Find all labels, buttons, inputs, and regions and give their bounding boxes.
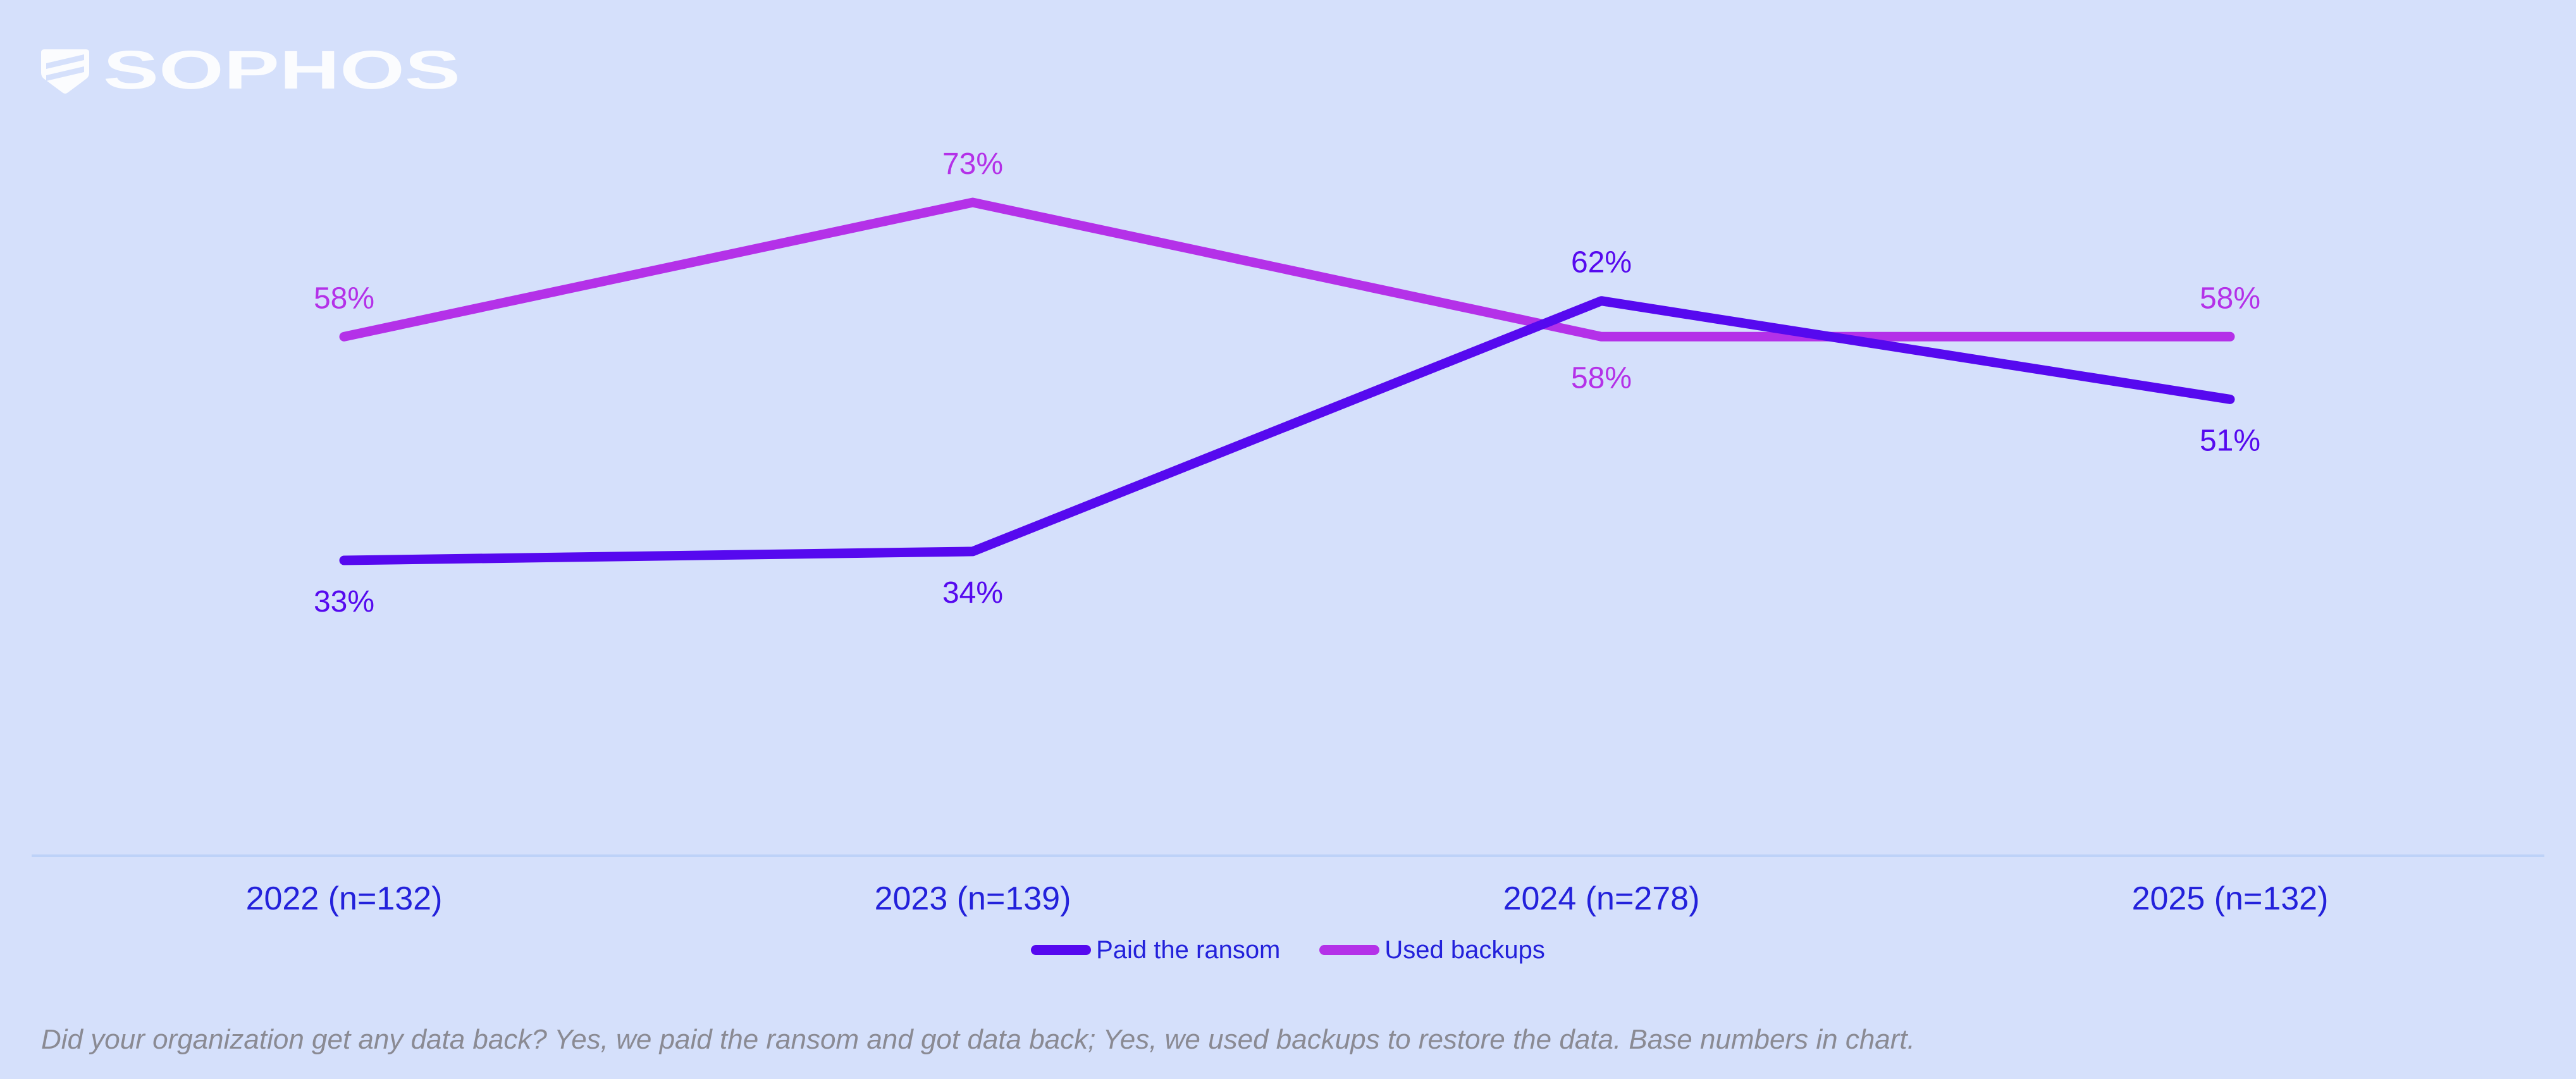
legend-label-used-backups: Used backups: [1384, 936, 1545, 964]
data-label-used-backups-2022: 58%: [314, 281, 374, 315]
chart-legend: Paid the ransom Used backups: [0, 937, 2576, 963]
legend-item-used-backups: Used backups: [1319, 936, 1545, 964]
data-label-paid-the-ransom-2024: 62%: [1571, 246, 1632, 280]
x-axis-label-2022: 2022 (n=132): [246, 880, 443, 917]
data-label-used-backups-2024: 58%: [1571, 361, 1632, 395]
sophos-wordmark: SOPHOS: [103, 48, 460, 99]
data-label-paid-the-ransom-2023: 34%: [942, 576, 1003, 610]
legend-swatch-used-backups: [1319, 945, 1380, 955]
x-axis-label-2024: 2024 (n=278): [1503, 880, 1700, 917]
legend-swatch-paid-the-ransom: [1031, 945, 1092, 955]
sophos-logo: SOPHOS: [41, 48, 460, 99]
x-axis-label-2025: 2025 (n=132): [2132, 880, 2329, 917]
series-line-used-backups: [339, 197, 2235, 342]
x-axis-label-2023: 2023 (n=139): [875, 880, 1071, 917]
legend-label-paid-the-ransom: Paid the ransom: [1096, 936, 1281, 964]
shield-icon: [41, 49, 89, 94]
legend-item-paid-the-ransom: Paid the ransom: [1031, 937, 1280, 963]
data-label-used-backups-2023: 73%: [942, 147, 1003, 181]
data-label-paid-the-ransom-2025: 51%: [2200, 424, 2260, 457]
data-label-used-backups-2025: 58%: [2200, 281, 2260, 315]
data-label-paid-the-ransom-2022: 33%: [314, 585, 374, 619]
chart-footnote: Did your organization get any data back?…: [41, 1024, 1915, 1055]
series-line-paid-the-ransom: [339, 296, 2235, 565]
